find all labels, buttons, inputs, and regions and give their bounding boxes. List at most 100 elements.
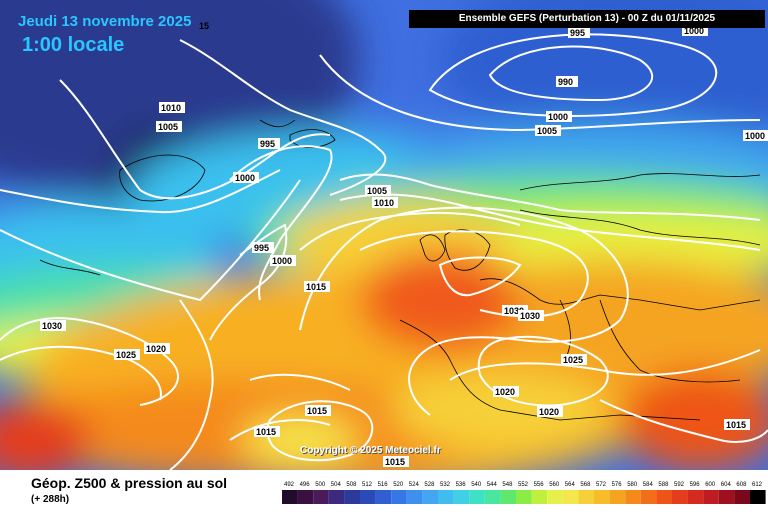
scale-tick-label: 548 [502, 482, 513, 488]
lead-time: (+ 288h) [31, 494, 70, 505]
isobars [0, 33, 768, 470]
scale-tick-label: 560 [549, 482, 560, 488]
svg-text:1015: 1015 [256, 427, 276, 437]
scale-swatch [297, 490, 314, 504]
isobar-label: 1015 [304, 281, 330, 292]
isobar-label: 1020 [144, 343, 170, 354]
svg-text:995: 995 [570, 28, 585, 38]
scale-swatch [734, 490, 750, 504]
scale-tick-label: 520 [393, 482, 404, 488]
scale-tick-label: 608 [736, 482, 747, 488]
scale-tick-label: 584 [643, 482, 654, 488]
scale-swatches [282, 490, 766, 504]
svg-text:1000: 1000 [745, 131, 765, 141]
scale-tick-label: 592 [674, 482, 685, 488]
isobar-label: 1030 [502, 305, 528, 316]
scale-swatch [328, 490, 345, 504]
isobar-label: 1010 [159, 102, 185, 113]
svg-text:1005: 1005 [537, 126, 557, 136]
scale-swatch [360, 490, 376, 504]
forecast-date-suffix: 15 [199, 21, 210, 31]
scale-tick-label: 576 [612, 482, 623, 488]
isobar-label: 1030 [40, 320, 66, 331]
scale-tick-label: 528 [424, 482, 435, 488]
scale-swatch [640, 490, 657, 504]
svg-text:1010: 1010 [374, 198, 394, 208]
map-canvas: 995 1000 990 1000 1005 1000 1010 1005 99… [0, 0, 768, 470]
scale-tick-label: 544 [487, 482, 498, 488]
scale-tick-label: 556 [534, 482, 545, 488]
scale-tick-label: 496 [300, 482, 311, 488]
isobar-label: 1020 [493, 386, 519, 397]
isobar-label: 995 [568, 27, 590, 38]
scale-swatch [656, 490, 672, 504]
svg-text:1015: 1015 [307, 406, 327, 416]
scale-tick-label: 540 [471, 482, 482, 488]
scale-swatch [469, 490, 485, 504]
scale-swatch [516, 490, 532, 504]
svg-text:1015: 1015 [385, 457, 405, 467]
scale-swatch [578, 490, 594, 504]
scale-swatch [703, 490, 719, 504]
isobar-label: 995 [252, 242, 274, 253]
isobar-label: 1025 [114, 349, 140, 360]
scale-tick-label: 580 [627, 482, 638, 488]
scale-swatch [562, 490, 579, 504]
svg-text:1015: 1015 [306, 282, 326, 292]
scale-tick-label: 596 [690, 482, 701, 488]
scale-swatch [625, 490, 641, 504]
scale-tick-label: 564 [565, 482, 576, 488]
scale-swatch [453, 490, 470, 504]
svg-text:1020: 1020 [146, 344, 166, 354]
scale-tick-label: 568 [580, 482, 591, 488]
scale-swatch [484, 490, 501, 504]
scale-tick-label: 532 [440, 482, 451, 488]
svg-text:1030: 1030 [520, 311, 540, 321]
scale-swatch [750, 490, 766, 504]
scale-ticks: 492 496 500 504 508 512 516 520 524 528 532 536 540 5… [284, 482, 763, 488]
scale-swatch [687, 490, 704, 504]
forecast-time: 1:00 locale [22, 34, 125, 56]
scale-tick-label: 516 [378, 482, 389, 488]
scale-tick-label: 512 [362, 482, 373, 488]
scale-tick-label: 500 [315, 482, 326, 488]
scale-swatch [406, 490, 423, 504]
scale-swatch [282, 490, 298, 504]
field-title: Géop. Z500 & pression au sol [31, 475, 228, 491]
isobar-label: 1015 [724, 419, 750, 430]
svg-text:1025: 1025 [116, 350, 136, 360]
scale-swatch [313, 490, 329, 504]
scale-tick-label: 508 [346, 482, 357, 488]
isobar-label: 1020 [537, 406, 563, 417]
scale-swatch [500, 490, 516, 504]
scale-tick-label: 536 [456, 482, 467, 488]
weather-map: 995 1000 990 1000 1005 1000 1010 1005 99… [0, 0, 768, 470]
isobar-label: 1015 [383, 456, 409, 467]
scale-tick-label: 552 [518, 482, 529, 488]
isobar-labels: 995 1000 990 1000 1005 1000 1010 1005 99… [40, 25, 768, 467]
scale-swatch [375, 490, 392, 504]
forecast-date: Jeudi 13 novembre 2025 [18, 13, 192, 30]
isobar-label: 1000 [270, 255, 296, 266]
scale-swatch [422, 490, 438, 504]
svg-text:1000: 1000 [548, 112, 568, 122]
svg-text:1005: 1005 [158, 122, 178, 132]
svg-text:1020: 1020 [495, 387, 515, 397]
color-scale-legend: 492 496 500 504 508 512 516 520 524 528 532 536 540 5… [282, 482, 766, 504]
isobar-label: 1005 [535, 125, 561, 136]
svg-text:1025: 1025 [563, 355, 583, 365]
isobar-label: 1025 [561, 354, 587, 365]
scale-swatch [438, 490, 454, 504]
scale-swatch [344, 490, 360, 504]
svg-text:1000: 1000 [272, 256, 292, 266]
scale-swatch [672, 490, 688, 504]
svg-text:990: 990 [558, 77, 573, 87]
isobar-label: 1000 [233, 172, 259, 183]
isobar-label: 1030 [518, 310, 544, 321]
copyright-notice: Copyright © 2025 Meteociel.fr [300, 445, 441, 456]
isobar-label: 1005 [365, 185, 391, 196]
scale-tick-label: 504 [331, 482, 342, 488]
isobar-label: 990 [556, 76, 578, 87]
svg-text:1030: 1030 [504, 306, 524, 316]
isobar-label: 1000 [682, 25, 708, 36]
